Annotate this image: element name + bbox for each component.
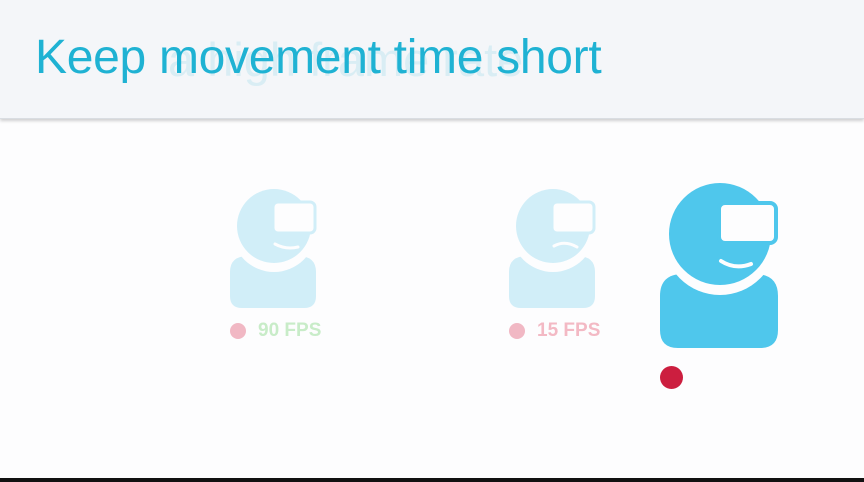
vr-user-icon-15fps	[507, 184, 599, 310]
fps-text: 15 FPS	[537, 320, 601, 341]
status-dot-icon	[509, 323, 525, 339]
vr-user-icon-active	[659, 178, 781, 350]
fps-label-90: 90 FPS	[230, 320, 321, 342]
vr-user-icon-90fps	[228, 184, 320, 310]
red-marker-dot-icon	[660, 366, 683, 389]
video-bottom-edge	[0, 478, 864, 482]
fps-label-15: 15 FPS	[509, 320, 600, 342]
faded-previous-title: a high frame rate	[168, 33, 524, 86]
fps-text: 90 FPS	[258, 320, 322, 341]
slide-header: a high frame rate Keep movement time sho…	[0, 0, 864, 119]
status-dot-icon	[230, 323, 246, 339]
slide-title: Keep movement time short	[35, 31, 602, 84]
